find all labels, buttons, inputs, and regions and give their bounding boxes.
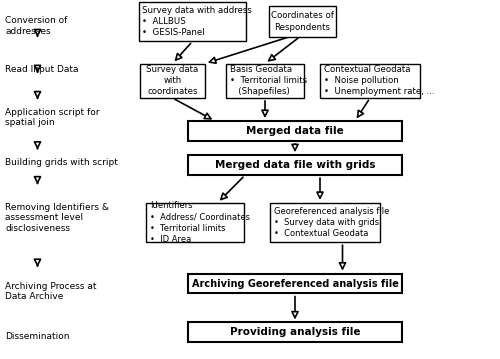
FancyBboxPatch shape bbox=[320, 64, 420, 98]
Text: Conversion of
addresses: Conversion of addresses bbox=[5, 16, 68, 36]
FancyBboxPatch shape bbox=[269, 6, 336, 37]
Text: Merged data file: Merged data file bbox=[246, 126, 344, 136]
FancyBboxPatch shape bbox=[226, 64, 304, 98]
Text: Identifiers
•  Address/ Coordinates
•  Territorial limits
•  ID Area: Identifiers • Address/ Coordinates • Ter… bbox=[150, 201, 250, 244]
FancyBboxPatch shape bbox=[146, 203, 244, 242]
FancyBboxPatch shape bbox=[188, 121, 402, 141]
FancyBboxPatch shape bbox=[139, 2, 246, 41]
FancyBboxPatch shape bbox=[270, 203, 380, 242]
FancyBboxPatch shape bbox=[188, 322, 402, 342]
Text: Dissemination: Dissemination bbox=[5, 332, 70, 341]
Text: Coordinates of
Respondents: Coordinates of Respondents bbox=[271, 11, 334, 32]
Text: Read Input Data: Read Input Data bbox=[5, 65, 78, 74]
Text: Archiving Georeferenced analysis file: Archiving Georeferenced analysis file bbox=[192, 279, 398, 289]
Text: Merged data file with grids: Merged data file with grids bbox=[215, 160, 375, 170]
Text: Providing analysis file: Providing analysis file bbox=[230, 327, 360, 337]
Text: Contextual Geodata
•  Noise pollution
•  Unemployment rate, ...: Contextual Geodata • Noise pollution • U… bbox=[324, 65, 434, 96]
Text: Application script for
spatial join: Application script for spatial join bbox=[5, 108, 100, 127]
Text: Basis Geodata
•  Territorial limits
   (Shapefiles): Basis Geodata • Territorial limits (Shap… bbox=[230, 65, 307, 96]
Text: Archiving Process at
Data Archive: Archiving Process at Data Archive bbox=[5, 282, 96, 301]
Text: Survey data with address
•  ALLBUS
•  GESIS-Panel: Survey data with address • ALLBUS • GESI… bbox=[142, 6, 252, 37]
Text: Building grids with script: Building grids with script bbox=[5, 158, 118, 167]
Text: Removing Identifiers &
assessment level
disclosiveness: Removing Identifiers & assessment level … bbox=[5, 203, 109, 233]
FancyBboxPatch shape bbox=[140, 64, 205, 98]
Text: Georeferenced analysis file
•  Survey data with grids
•  Contextual Geodata: Georeferenced analysis file • Survey dat… bbox=[274, 207, 389, 238]
FancyBboxPatch shape bbox=[188, 155, 402, 175]
Text: Survey data
with
coordinates: Survey data with coordinates bbox=[146, 65, 199, 96]
FancyBboxPatch shape bbox=[188, 274, 402, 294]
